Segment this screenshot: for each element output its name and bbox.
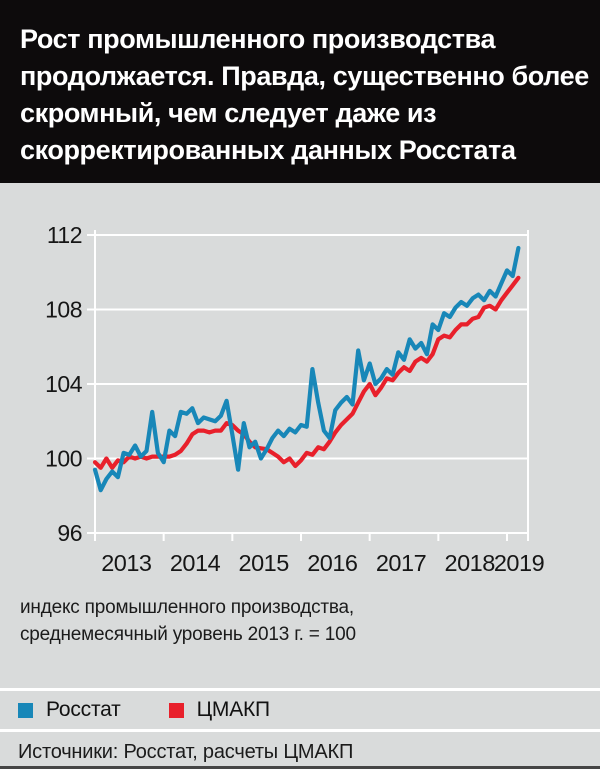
- bottom-edge-rule: [0, 766, 600, 769]
- headline-line-4: скорректированных данных Росстата: [20, 135, 516, 165]
- x-tick-label-2015: 2015: [239, 550, 290, 576]
- legend-item-cmasf: ЦМАКП: [168, 698, 271, 722]
- y-tick-label-104: 104: [45, 371, 83, 397]
- y-tick-label-100: 100: [45, 446, 82, 472]
- x-tick-label-2018: 2018: [445, 550, 496, 576]
- series-line-rosstat: [92, 245, 521, 493]
- chart-legend: Росстат ЦМАКП: [0, 691, 600, 729]
- headline-line-3: скромный, чем следует даже из: [20, 98, 437, 128]
- y-tick-label-96: 96: [57, 520, 82, 546]
- caption-line-2: среднемесячный уровень 2013 г. = 100: [20, 624, 356, 645]
- headline-line-1: Рост промышленного производства: [20, 24, 496, 54]
- legend-label-rosstat: Росстат: [46, 698, 121, 721]
- y-tick-label-112: 112: [47, 222, 82, 248]
- cmasf-color-swatch: [168, 702, 184, 718]
- separator-line-top: [0, 688, 600, 691]
- headline-panel: Рост промышленного производства продолжа…: [0, 0, 600, 183]
- x-tick-label-2016: 2016: [307, 550, 358, 576]
- x-tick-label-2017: 2017: [376, 550, 426, 576]
- x-tick-label-2013: 2013: [101, 550, 152, 576]
- x-tick-label-2019: 2019: [494, 550, 544, 576]
- legend-label-cmasf: ЦМАКП: [196, 698, 271, 721]
- headline-line-2: продолжается. Правда, существенно более: [20, 61, 589, 91]
- x-tick-label-2014: 2014: [170, 550, 221, 576]
- rosstat-color-swatch: [18, 702, 33, 718]
- caption-line-1: индекс промышленного производства,: [20, 597, 355, 618]
- legend-item-rosstat: Росстат: [18, 698, 121, 722]
- sources-note: Источники: Росстат, расчеты ЦМАКП: [18, 741, 354, 763]
- y-tick-label-108: 108: [45, 297, 82, 323]
- line-chart-plot: 96 100 104 108 112 2013 2014 2015 2016 2017 2018 20…: [45, 222, 545, 576]
- chart-caption: индекс промышленного производства, средн…: [20, 594, 356, 648]
- separator-line-bottom: [0, 729, 600, 732]
